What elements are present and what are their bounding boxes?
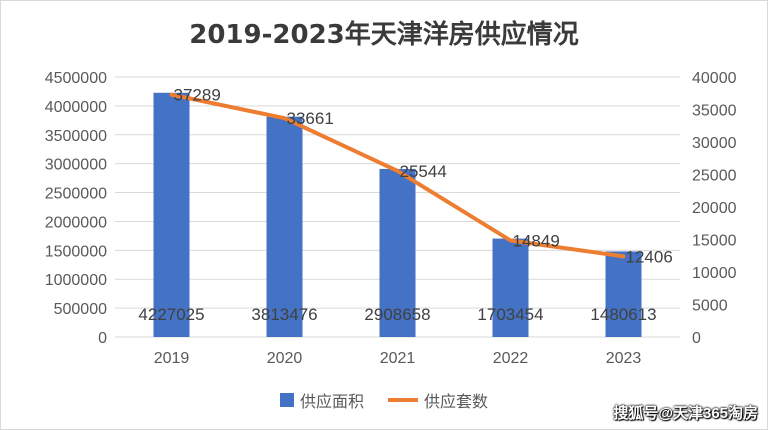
x-tick-label: 2020 [267,350,303,367]
y-left-tick-label: 3000000 [45,157,107,174]
legend-item-line: 供应套数 [388,388,488,412]
x-tick-label: 2021 [380,350,416,367]
y-left-tick-label: 1500000 [45,243,107,260]
y-right-tick-label: 35000 [692,103,737,120]
bar-data-label: 2908658 [364,305,430,324]
legend: 供应面积 供应套数 [0,388,768,412]
y-left-tick-label: 4500000 [45,70,107,87]
chart-title: 2019-2023年天津洋房供应情况 [189,20,579,50]
y-left-tick-label: 500000 [54,301,107,318]
x-tick-label: 2022 [493,350,529,367]
y-left-tick-label: 3500000 [45,128,107,145]
y-right-tick-label: 0 [692,330,701,347]
x-tick-label: 2019 [154,350,190,367]
line-data-label: 25544 [400,162,447,181]
y-right-tick-label: 30000 [692,135,737,152]
bar-data-label: 4227025 [138,305,204,324]
y-right-tick-label: 5000 [692,298,728,315]
line-series [169,92,626,259]
bar [492,238,529,337]
bar-data-label: 1480613 [590,305,656,324]
watermark: 搜狐号@天津365淘房 [613,405,758,422]
legend-bar-label: 供应面积 [299,394,364,411]
bar [605,251,642,337]
y-left-tick-label: 1000000 [45,272,107,289]
y-right-tick-label: 25000 [692,168,737,185]
line-data-label: 12406 [626,247,673,266]
bar [379,168,416,337]
y-right-tick-label: 10000 [692,265,737,282]
y-left-tick-label: 4000000 [45,99,107,116]
y-right-tick-label: 15000 [692,233,737,250]
bar-data-label: 1703454 [477,305,543,324]
y-right-tick-label: 20000 [692,200,737,217]
y-left-tick-label: 2000000 [45,214,107,231]
y-left-tick-label: 2500000 [45,186,107,203]
line-data-label: 14849 [513,231,560,250]
bar [266,116,303,337]
bar-data-label: 3813476 [251,305,317,324]
bar [153,92,190,338]
y-left-tick-label: 0 [98,330,107,347]
legend-line-swatch [388,398,418,402]
legend-bar-swatch [279,393,294,407]
legend-line-label: 供应套数 [424,394,489,411]
legend-item-bar: 供应面积 [279,388,364,412]
line-data-label: 33661 [287,109,334,128]
line-data-label: 37289 [174,86,221,105]
y-right-tick-label: 40000 [692,70,737,87]
x-tick-label: 2023 [606,350,642,367]
